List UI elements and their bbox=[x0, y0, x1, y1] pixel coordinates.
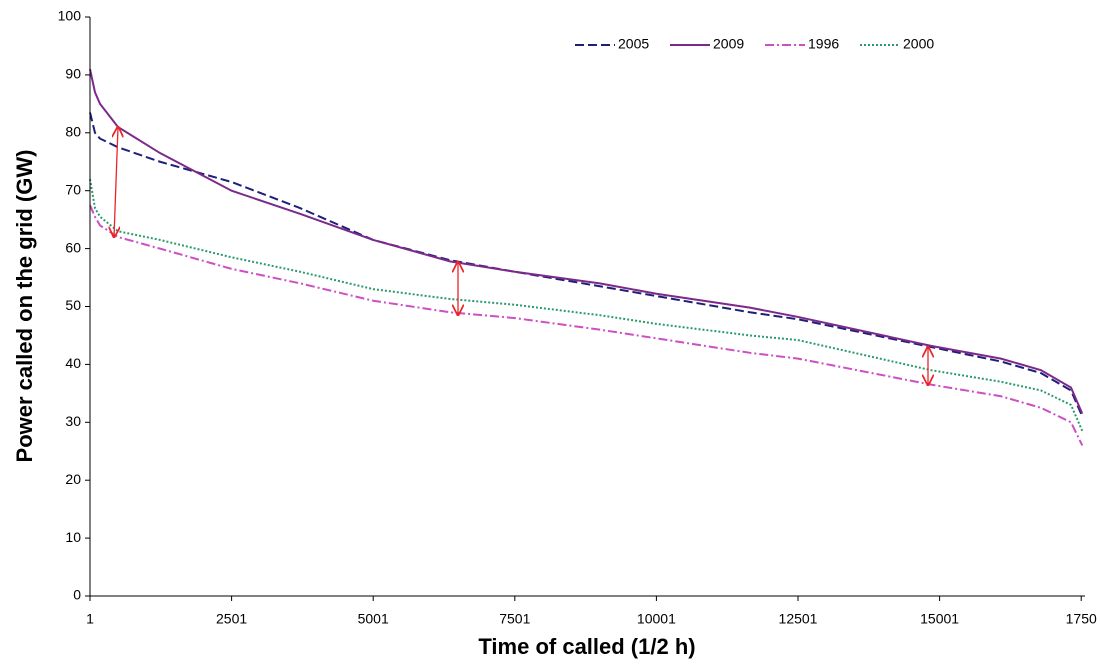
y-tick-label: 80 bbox=[65, 124, 81, 140]
x-tick-label: 1 bbox=[86, 611, 94, 627]
y-tick-label: 60 bbox=[65, 239, 81, 255]
series-line bbox=[89, 112, 1084, 417]
legend-label: 2009 bbox=[713, 36, 744, 52]
x-tick-label: 7501 bbox=[499, 611, 530, 627]
x-tick-label: 10001 bbox=[637, 611, 676, 627]
legend-label: 2000 bbox=[903, 36, 934, 52]
legend-label: 2005 bbox=[618, 36, 649, 52]
y-axis-title: Power called on the grid (GW) bbox=[12, 150, 37, 463]
y-tick-label: 30 bbox=[65, 413, 81, 429]
y-tick-label: 90 bbox=[65, 66, 81, 82]
series-line bbox=[89, 204, 1084, 446]
series-line bbox=[89, 178, 1084, 432]
x-tick-label: 1750 bbox=[1066, 611, 1097, 627]
arrow bbox=[114, 127, 118, 237]
y-tick-label: 100 bbox=[58, 8, 82, 24]
difference-arrows bbox=[114, 127, 928, 385]
y-tick-label: 50 bbox=[65, 297, 81, 313]
y-tick-label: 40 bbox=[65, 355, 81, 371]
y-tick-label: 20 bbox=[65, 471, 81, 487]
legend: 2005 2009 1996 2000 bbox=[575, 36, 934, 52]
legend-label: 1996 bbox=[808, 36, 839, 52]
x-axis-title: Time of called (1/2 h) bbox=[478, 634, 695, 659]
series-line bbox=[89, 68, 1084, 415]
y-tick-label: 70 bbox=[65, 181, 81, 197]
x-tick-label: 5001 bbox=[358, 611, 389, 627]
x-tick-label: 12501 bbox=[779, 611, 818, 627]
x-tick-label: 15001 bbox=[920, 611, 959, 627]
y-tick-label: 0 bbox=[73, 587, 81, 603]
y-tick-label: 10 bbox=[65, 529, 81, 545]
plot-area bbox=[89, 68, 1084, 446]
x-tick-label: 2501 bbox=[216, 611, 247, 627]
